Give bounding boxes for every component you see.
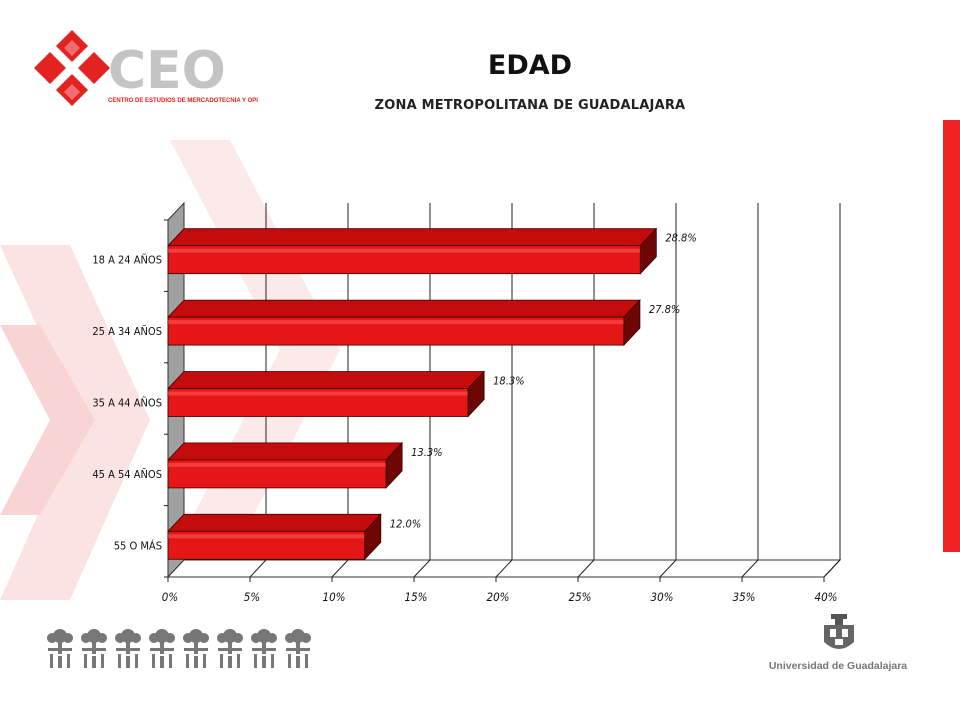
x-tick-label: 10% [323,590,346,604]
x-tick-label: 40% [815,590,838,604]
x-gridline-floor [659,559,677,578]
x-gridline-floor [249,559,267,578]
bar-end-face [364,513,382,561]
bar [167,530,366,560]
bar-top-face [167,299,641,318]
bar-top-face [167,513,382,532]
bar [167,245,641,275]
x-tick-label: 25% [569,590,592,604]
page-title: EDAD [487,50,573,81]
tree-person-figure [285,629,311,668]
category-label: 35 A 44 AÑOS [92,397,162,410]
bar-highlight [168,534,365,539]
page-subtitle: ZONA METROPOLITANA DE GUADALAJARA [374,98,686,113]
value-label: 28.8% [665,232,696,245]
tree-person-figure [115,629,141,668]
x-tick-label: 30% [651,590,674,604]
chart-bars [167,227,658,561]
x-tick-label: 35% [733,590,756,604]
tree-person-figure [47,629,73,668]
bar-highlight [168,391,469,396]
tree-person-figure [149,629,175,668]
bar [167,316,625,346]
bar-highlight [168,248,641,253]
x-gridline-floor [741,559,759,578]
bar-end-face [639,227,657,275]
bar-end-face [623,299,641,347]
logo-tagline: CENTRO DE ESTUDIOS DE MERCADOTECNIA Y OP… [108,96,258,104]
bar-end-face [385,441,403,489]
value-label: 13.3% [411,446,442,459]
red-accent-band [943,120,960,552]
bar-top-face [167,228,658,247]
x-tick-label: 5% [244,590,260,604]
category-label: 45 A 54 AÑOS [92,468,162,481]
tree-person-figure [81,629,107,668]
bar [167,388,469,417]
x-tick-label: 0% [162,590,178,604]
x-gridline-floor [413,559,431,578]
x-tick-label: 15% [405,590,428,604]
red-diamond-cluster-icon [34,30,110,106]
x-gridline-floor [577,559,595,578]
bar-top-face [167,371,486,389]
logo-name: CEO [108,41,226,101]
category-label: 18 A 24 AÑOS [92,254,162,267]
ceo-logo: CEO CENTRO DE ESTUDIOS DE MERCADOTECNIA … [34,30,258,106]
x-tick-label: 20% [487,590,510,604]
value-label: 27.8% [649,303,680,316]
tree-person-figure [251,629,277,668]
university-name: Universidad de Guadalajara [768,660,908,672]
tree-person-figure [217,629,243,668]
x-gridline-floor [823,559,841,578]
chart-labels: 0% 5% 10% 15% 20% 25% 30% 35% 40% 18 A 24 AÑOS 28.… [92,232,837,604]
value-label: 12.0% [390,517,421,530]
tree-person-figure [183,629,209,668]
bar-end-face [467,370,485,418]
value-label: 18.3% [493,375,524,388]
x-gridline-floor [331,559,349,578]
bar-top-face [167,442,404,461]
bar-highlight [168,320,624,325]
category-label: 55 O MÁS [114,539,162,552]
x-gridline-floor [495,559,513,578]
tree-people-frieze-icon [47,629,311,668]
bar [167,459,387,489]
university-seal-icon [824,614,854,649]
bar-highlight [168,462,387,467]
category-label: 25 A 34 AÑOS [92,325,162,338]
age-bar-chart: 0% 5% 10% 15% 20% 25% 30% 35% 40% 18 A 24 AÑOS 28.… [92,201,842,604]
